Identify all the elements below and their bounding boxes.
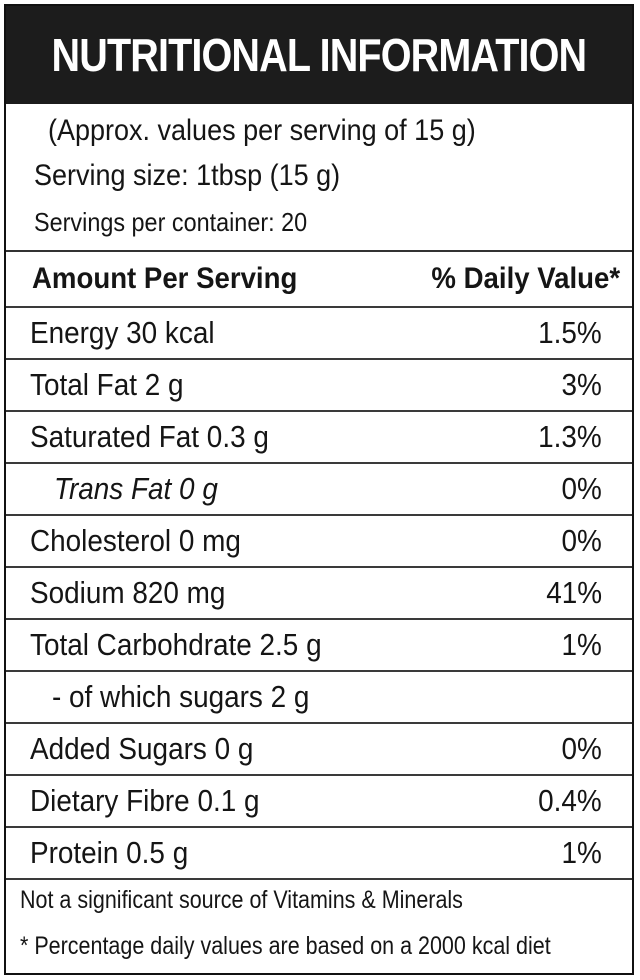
nutrient-name: Trans Fat 0 g — [54, 471, 218, 506]
nutrient-row-added-sugars: Added Sugars 0 g 0% — [6, 722, 632, 774]
nutrient-daily-value: 3% — [561, 367, 602, 402]
nutrient-name: Dietary Fibre 0.1 g — [30, 783, 260, 818]
amount-per-serving-header: Amount Per Serving — [32, 262, 298, 295]
nutrient-name: Added Sugars 0 g — [30, 731, 254, 766]
daily-value-header: % Daily Value* — [431, 262, 620, 295]
nutrient-row-trans-fat: Trans Fat 0 g 0% — [6, 462, 632, 514]
nutrient-row-sodium: Sodium 820 mg 41% — [6, 566, 632, 618]
nutrient-name: Total Carbohdrate 2.5 g — [30, 627, 322, 662]
daily-values-footnote: * Percentage daily values are based on a… — [20, 932, 551, 960]
nutrient-daily-value: 0% — [561, 731, 602, 766]
nutrient-daily-value: 1% — [561, 627, 602, 662]
nutrient-row-total-carbohydrate: Total Carbohdrate 2.5 g 1% — [6, 618, 632, 670]
nutrient-name: Total Fat 2 g — [30, 367, 184, 402]
nutrient-row-protein: Protein 0.5 g 1% — [6, 826, 632, 878]
nutrient-name: Sodium 820 mg — [30, 575, 226, 610]
nutrient-table: Energy 30 kcal 1.5% Total Fat 2 g 3% Sat… — [6, 306, 632, 878]
nutrient-daily-value: 0% — [561, 523, 602, 558]
nutrient-row-cholesterol: Cholesterol 0 mg 0% — [6, 514, 632, 566]
label-footer: Not a significant source of Vitamins & M… — [6, 878, 632, 973]
nutrient-daily-value: 1.5% — [538, 315, 602, 350]
divider — [6, 250, 632, 252]
nutrient-name: Saturated Fat 0.3 g — [30, 419, 269, 454]
nutrient-daily-value: 1.3% — [538, 419, 602, 454]
nutrient-daily-value: 1% — [561, 835, 602, 870]
nutrient-name: Cholesterol 0 mg — [30, 523, 241, 558]
nutrient-row-dietary-fibre: Dietary Fibre 0.1 g 0.4% — [6, 774, 632, 826]
nutrient-daily-value: 0% — [561, 471, 602, 506]
nutrient-row-sugars: - of which sugars 2 g — [6, 670, 632, 722]
nutrition-label: NUTRITIONAL INFORMATION (Approx. values … — [4, 4, 634, 975]
nutrient-daily-value: 41% — [546, 575, 602, 610]
nutrient-row-total-fat: Total Fat 2 g 3% — [6, 358, 632, 410]
servings-per-container: Servings per container: 20 — [34, 207, 308, 237]
nutrient-name: Protein 0.5 g — [30, 835, 189, 870]
nutrition-title: NUTRITIONAL INFORMATION — [51, 29, 588, 81]
nutrient-name: Energy 30 kcal — [30, 315, 215, 350]
nutrient-row-saturated-fat: Saturated Fat 0.3 g 1.3% — [6, 410, 632, 462]
nutrition-title-bar: NUTRITIONAL INFORMATION — [6, 6, 632, 104]
table-header: Amount Per Serving % Daily Value* — [6, 252, 632, 306]
nutrient-row-energy: Energy 30 kcal 1.5% — [6, 306, 632, 358]
vitamins-note: Not a significant source of Vitamins & M… — [20, 886, 463, 914]
nutrient-daily-value: 0.4% — [538, 783, 602, 818]
approx-values-note: (Approx. values per serving of 15 g) — [48, 114, 476, 147]
nutrient-name: - of which sugars 2 g — [52, 679, 310, 714]
serving-size: Serving size: 1tbsp (15 g) — [34, 159, 341, 192]
